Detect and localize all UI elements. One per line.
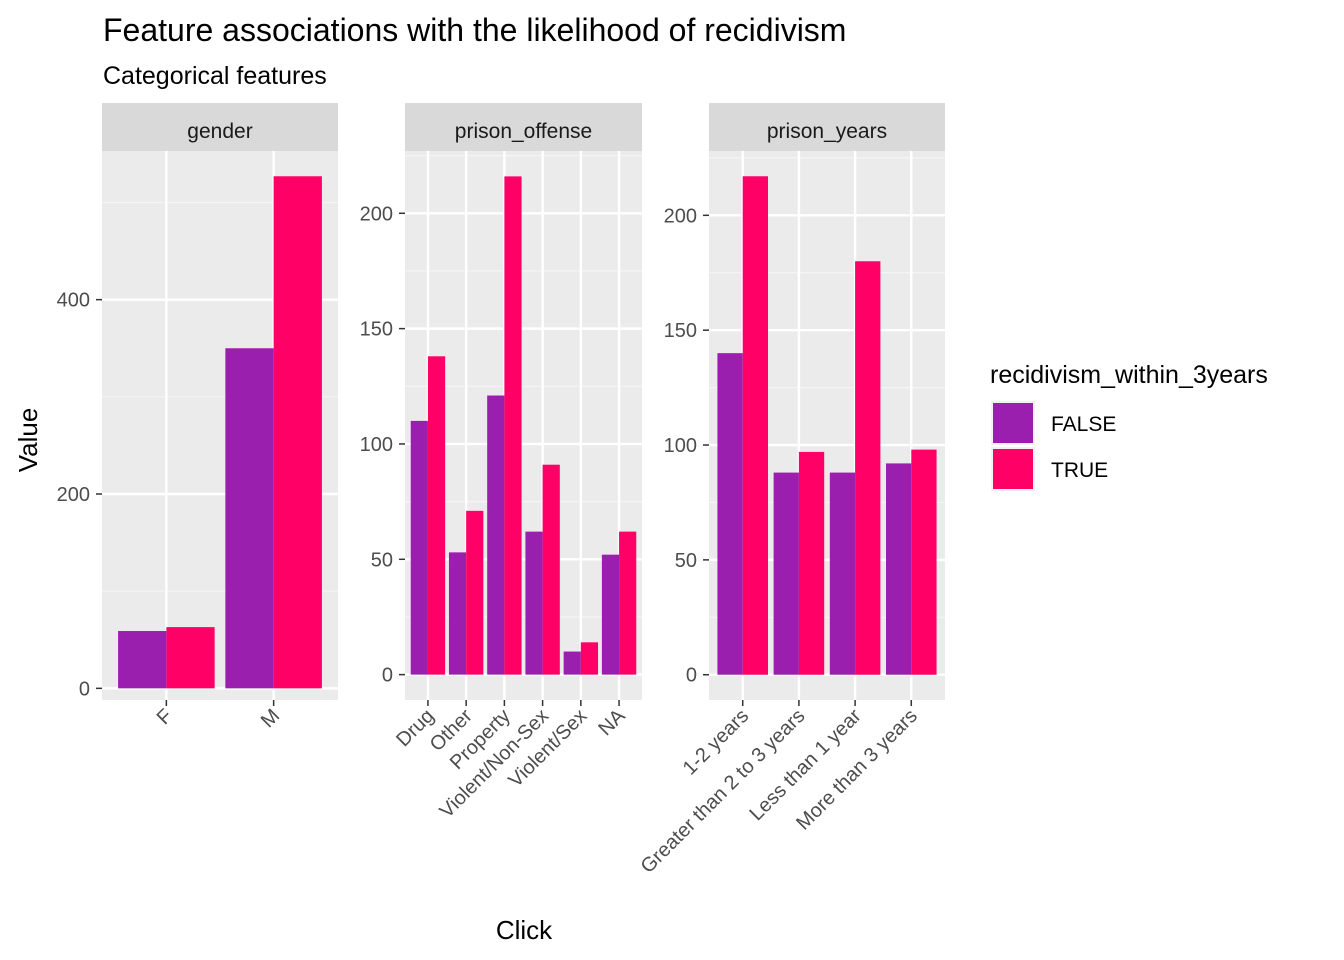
y-axis-title: Value: [13, 408, 43, 473]
bar-true: [273, 176, 322, 689]
legend-key-false: [993, 403, 1033, 443]
y-tick-label: 50: [371, 549, 393, 571]
bar-false: [773, 472, 799, 675]
legend-key-true: [993, 449, 1033, 489]
bar-true: [911, 449, 937, 675]
bar-true: [855, 261, 881, 675]
legend: recidivism_within_3years FALSE TRUE: [990, 361, 1268, 491]
y-tick-label: 200: [664, 205, 697, 227]
bar-false: [717, 353, 743, 675]
legend-label: TRUE: [1051, 459, 1108, 482]
x-tick-label: NA: [594, 705, 630, 741]
chart-title: Feature associations with the likelihood…: [103, 12, 846, 48]
facet-strip-label: gender: [187, 120, 252, 143]
y-tick-label: 100: [664, 435, 697, 457]
bar-true: [580, 642, 599, 675]
y-tick-label: 0: [686, 665, 697, 687]
facet-strip: [102, 103, 338, 151]
legend-title: recidivism_within_3years: [990, 361, 1268, 389]
bar-true: [504, 176, 522, 675]
y-tick-label: 50: [675, 550, 697, 572]
y-tick-label: 200: [57, 484, 90, 506]
y-tick-label: 0: [79, 678, 90, 700]
bar-false: [829, 472, 856, 675]
bar-false: [563, 651, 581, 675]
y-tick-label: 150: [664, 320, 697, 342]
bar-false: [601, 554, 620, 675]
bar-true: [798, 451, 825, 675]
bar-false: [410, 420, 428, 675]
bar-false: [448, 552, 467, 675]
facet-gender: gender 0 200 400 F M: [57, 103, 338, 732]
facet-strip-label: prison_years: [767, 120, 887, 143]
bar-false: [525, 531, 543, 675]
bar-true: [166, 627, 215, 689]
y-tick-label: 400: [57, 290, 90, 312]
bar-true: [619, 531, 637, 675]
bar-false: [118, 631, 167, 689]
y-tick-label: 0: [382, 665, 393, 687]
bar-false: [487, 395, 505, 675]
bar-true: [466, 510, 484, 675]
y-tick-label: 100: [360, 434, 393, 456]
bar-true: [742, 176, 768, 675]
x-tick-label: M: [257, 705, 284, 732]
bar-false: [886, 463, 912, 675]
y-tick-label: 150: [360, 319, 393, 341]
bar-true: [542, 464, 560, 675]
facet-strip: [405, 103, 642, 151]
facet-prison_offense: prison_offense050100150200DrugOtherPrope…: [360, 103, 642, 822]
facet-strip-label: prison_offense: [455, 120, 592, 143]
y-tick-label: 200: [360, 203, 393, 225]
x-tick-label: F: [153, 705, 177, 729]
chart-subtitle: Categorical features: [103, 62, 327, 90]
bar-true: [427, 356, 446, 675]
x-axis-title: Click: [496, 915, 553, 945]
facet-strip: [709, 103, 945, 151]
legend-label: FALSE: [1051, 413, 1116, 436]
bar-false: [225, 348, 274, 689]
